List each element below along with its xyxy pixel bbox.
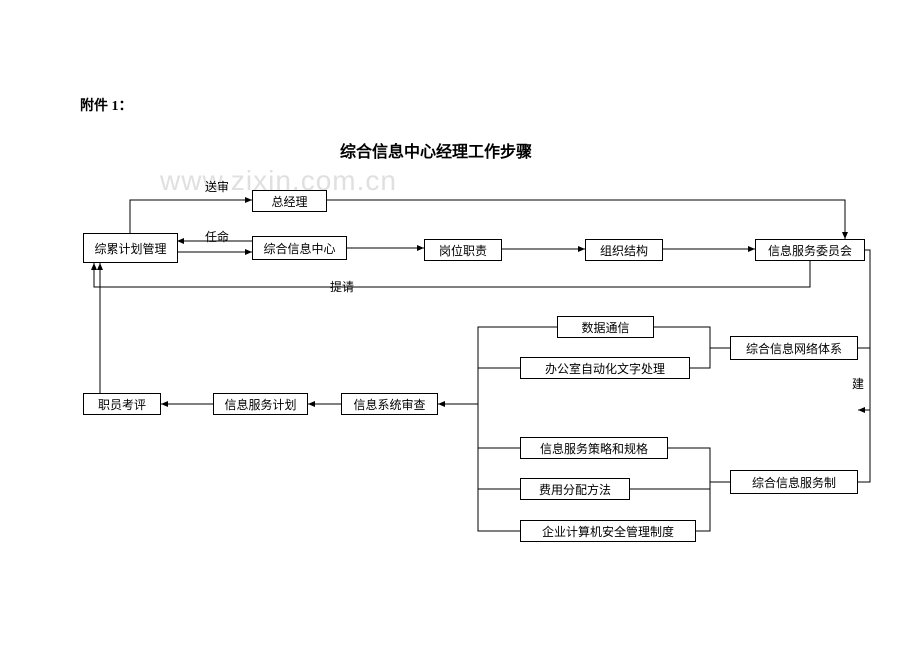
node-label: 数据通信 <box>581 319 629 336</box>
node-staff-eval: 职员考评 <box>83 393 161 415</box>
attachment-header: 附件 1： <box>80 95 133 115</box>
node-svc-plan: 信息服务计划 <box>213 393 308 415</box>
node-label: 岗位职责 <box>439 242 487 259</box>
edge-label-text: 提请 <box>330 280 354 294</box>
node-label: 办公室自动化文字处理 <box>545 360 665 377</box>
node-label: 企业计算机安全管理制度 <box>542 523 674 540</box>
node-gm: 总经理 <box>252 190 327 212</box>
node-office-auto: 办公室自动化文字处理 <box>520 357 690 379</box>
edge-label-tiqing: 提请 <box>330 278 354 295</box>
edge-label-renming: 任命 <box>205 228 229 245</box>
edge-label-text: 建 <box>852 377 864 391</box>
edge-label-songshen: 送审 <box>205 178 229 195</box>
node-sys-audit: 信息系统审查 <box>341 393 438 415</box>
node-label: 信息服务计划 <box>224 396 296 413</box>
node-data-comm: 数据通信 <box>557 316 654 338</box>
page-title: 综合信息中心经理工作步骤 <box>340 138 532 162</box>
node-label: 总经理 <box>271 193 307 210</box>
edge-label-text: 任命 <box>205 230 229 244</box>
title-text: 综合信息中心经理工作步骤 <box>340 144 532 161</box>
edge-label-jian: 建 <box>852 375 864 392</box>
node-duties: 岗位职责 <box>424 239 502 261</box>
node-label: 职员考评 <box>98 396 146 413</box>
node-strategy: 信息服务策略和规格 <box>520 437 668 459</box>
node-cost: 费用分配方法 <box>520 478 630 500</box>
node-label: 综合信息网络体系 <box>746 340 842 357</box>
node-label: 信息服务委员会 <box>768 242 852 259</box>
edges-layer <box>0 0 920 651</box>
node-info-center: 综合信息中心 <box>252 236 347 260</box>
node-label: 组织结构 <box>600 242 648 259</box>
node-org: 组织结构 <box>585 239 663 261</box>
node-committee: 信息服务委员会 <box>755 239 865 261</box>
node-label: 综累计划管理 <box>94 240 166 257</box>
node-label: 信息服务策略和规格 <box>540 440 648 457</box>
edge-label-text: 送审 <box>205 180 229 194</box>
node-label: 费用分配方法 <box>539 481 611 498</box>
node-net-system: 综合信息网络体系 <box>730 336 858 360</box>
node-svc-system: 综合信息服务制 <box>730 470 858 494</box>
node-label: 综合信息中心 <box>263 240 335 257</box>
header-text: 附件 1： <box>80 99 133 114</box>
node-label: 信息系统审查 <box>353 396 425 413</box>
node-label: 综合信息服务制 <box>752 474 836 491</box>
node-security: 企业计算机安全管理制度 <box>520 520 696 542</box>
node-plan-mgmt: 综累计划管理 <box>83 233 178 263</box>
